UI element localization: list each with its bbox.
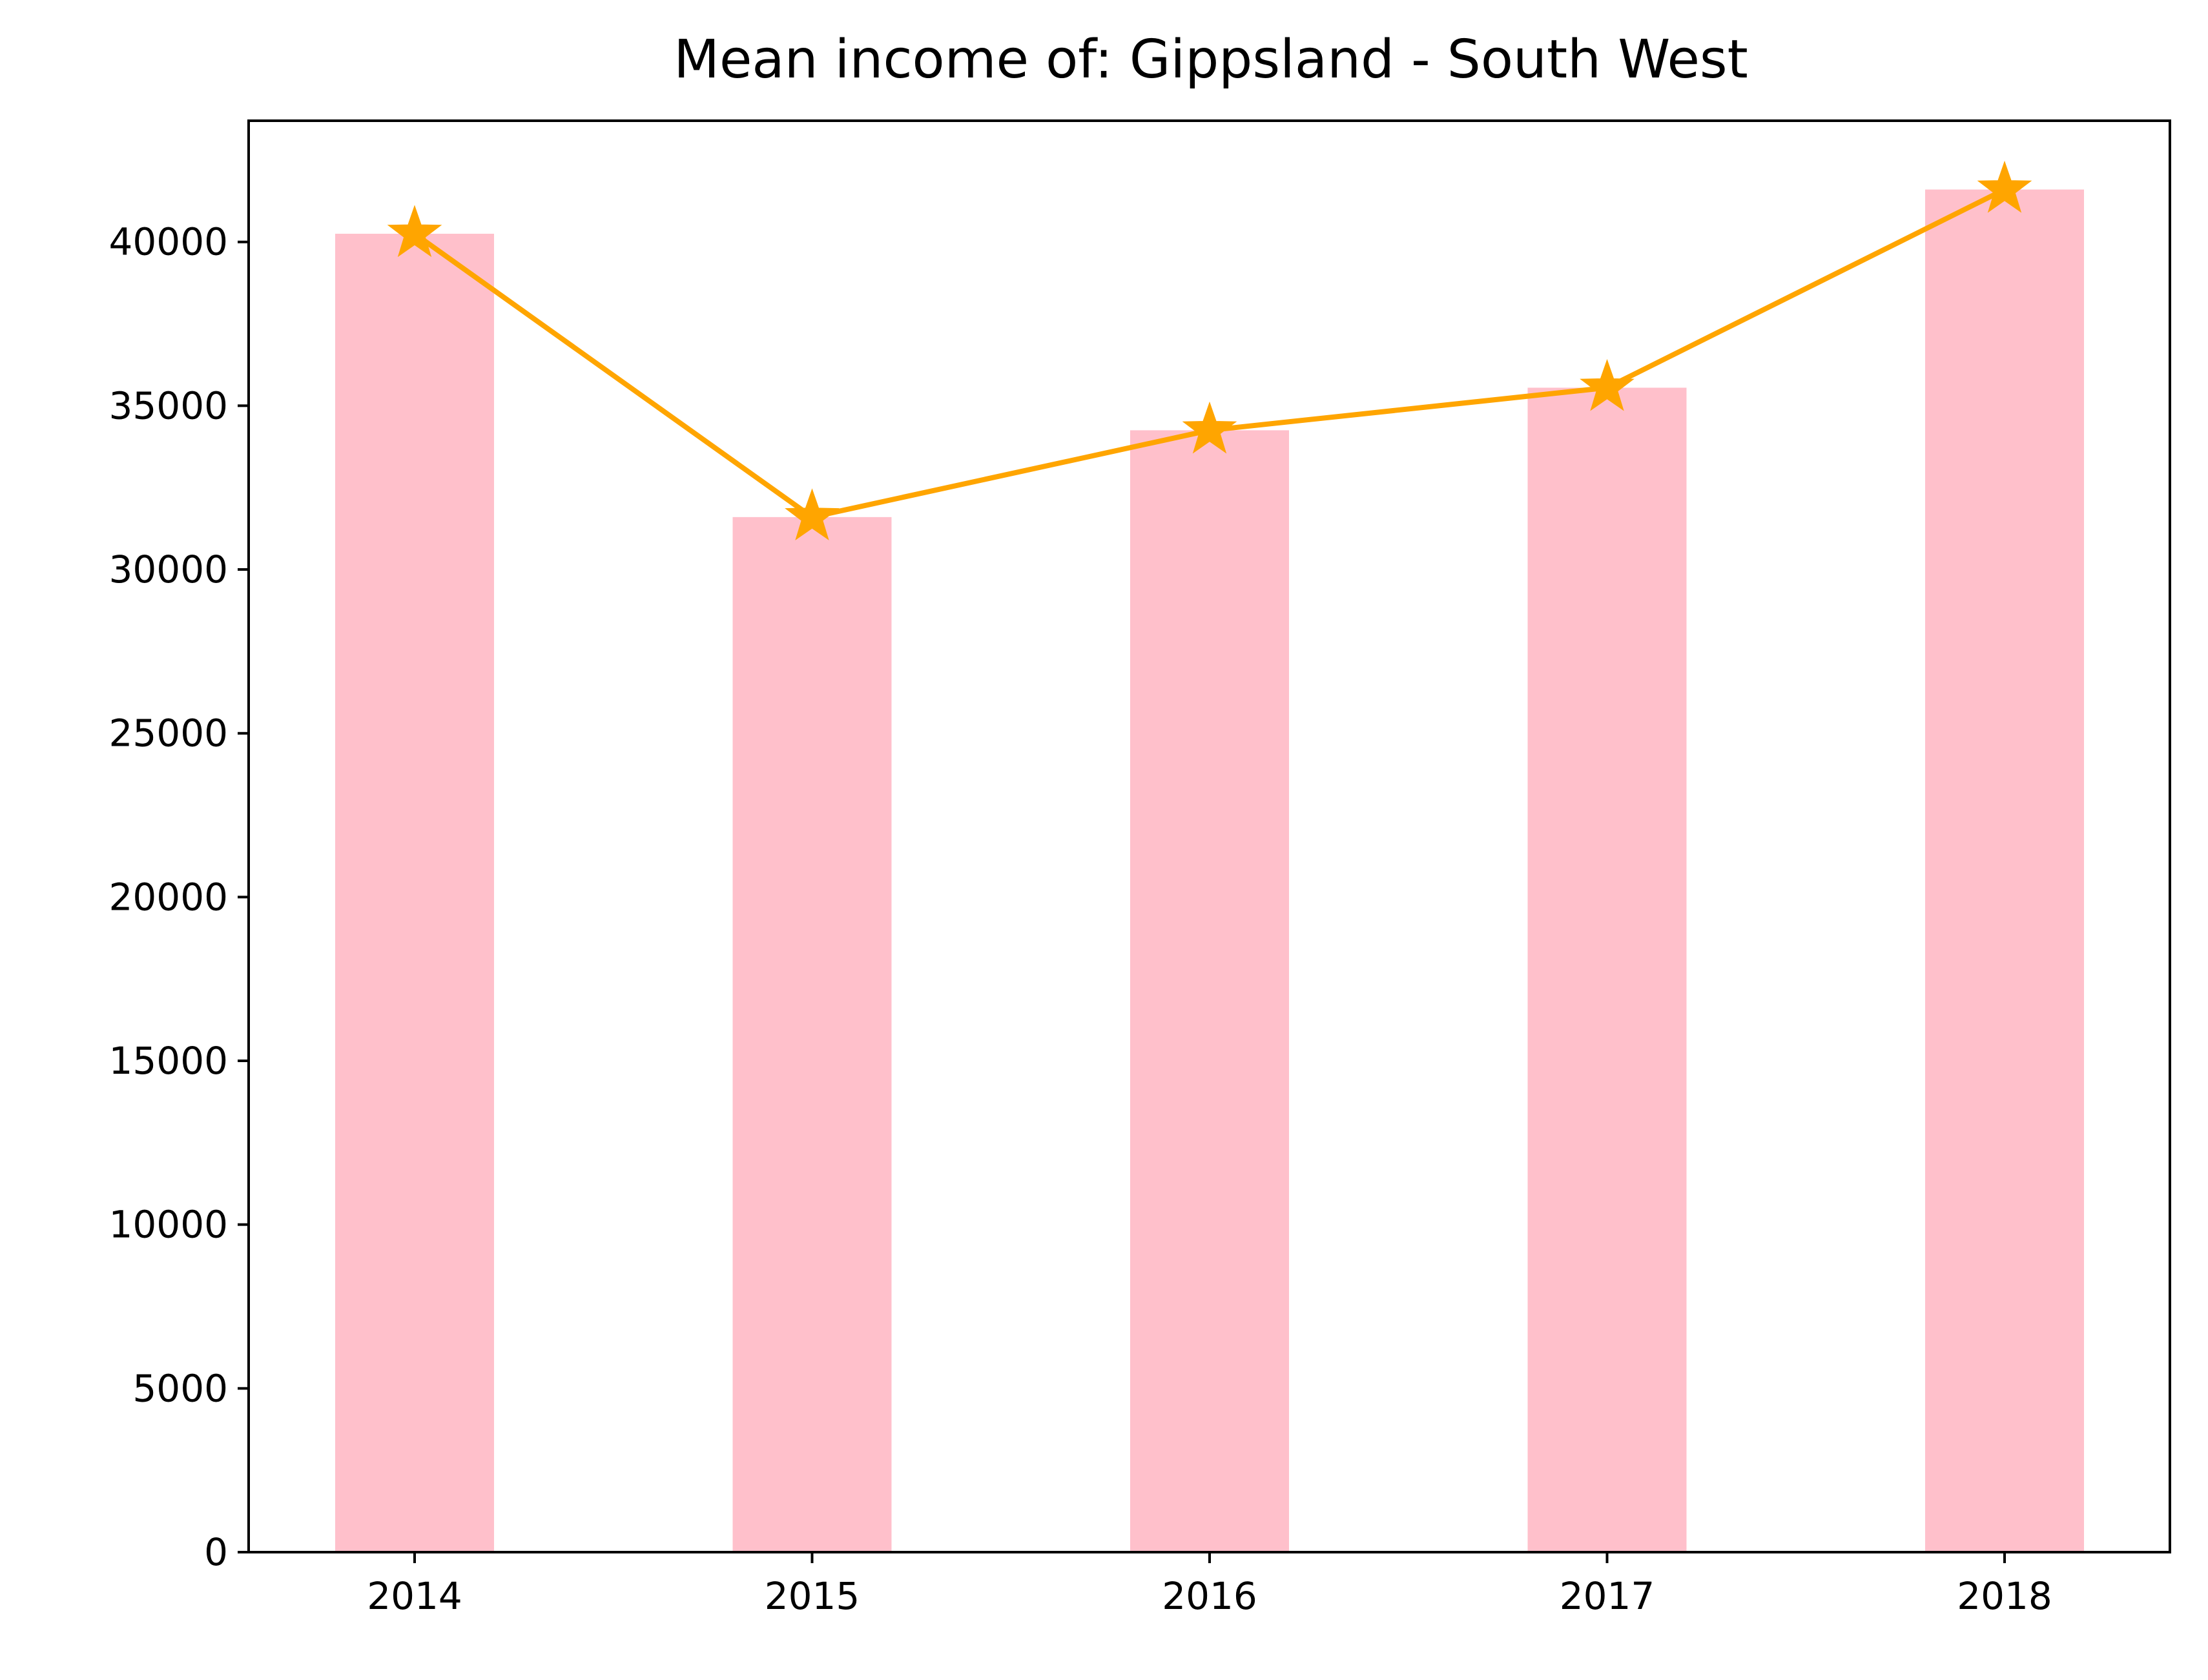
star-icon	[1580, 358, 1635, 411]
line-series	[387, 160, 2032, 540]
y-tick-label: 40000	[108, 220, 228, 264]
star-icon	[1977, 160, 2032, 213]
bar-series	[335, 189, 2084, 1553]
bar-2014	[335, 234, 494, 1552]
star-icon	[387, 205, 442, 258]
bar-2018	[1925, 189, 2084, 1552]
x-tick-label: 2017	[1560, 1574, 1655, 1618]
x-tick-label: 2014	[367, 1574, 462, 1618]
y-tick-label: 0	[204, 1530, 228, 1574]
y-tick-label: 5000	[132, 1366, 228, 1410]
y-tick-label: 15000	[108, 1039, 228, 1083]
star-icon	[1182, 401, 1237, 454]
x-axis: 2014 2015 2016 2017 2018	[367, 1552, 2052, 1618]
y-tick-label: 25000	[108, 712, 228, 755]
x-tick-label: 2018	[1957, 1574, 2052, 1618]
y-tick-label: 10000	[108, 1203, 228, 1247]
x-tick-label: 2015	[765, 1574, 860, 1618]
bar-2015	[732, 517, 892, 1553]
y-tick-label: 20000	[108, 875, 228, 919]
bar-2016	[1130, 430, 1289, 1552]
y-tick-label: 30000	[108, 548, 228, 591]
star-icon	[785, 488, 840, 540]
y-tick-label: 35000	[108, 384, 228, 427]
y-axis: 0 5000 10000 15000 20000 25000 30000 35000 40000	[108, 220, 249, 1574]
bar-2017	[1527, 387, 1687, 1552]
x-tick-label: 2016	[1162, 1574, 1257, 1618]
chart-title: Mean income of: Gippsland - South West	[674, 29, 1748, 90]
